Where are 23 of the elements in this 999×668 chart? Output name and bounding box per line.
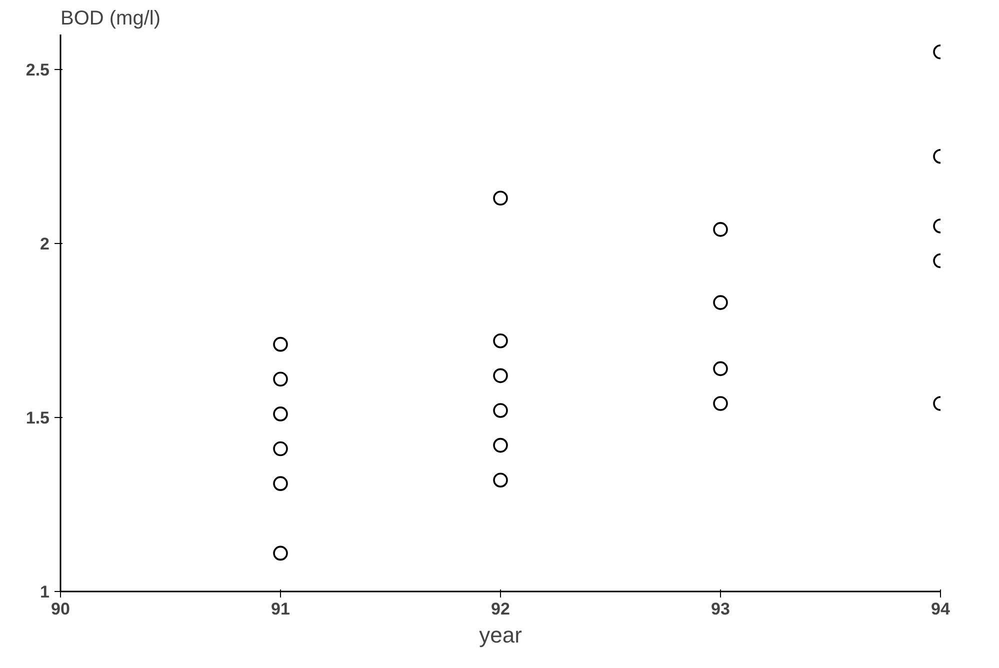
x-tick-label: 90 <box>51 600 70 618</box>
x-tick-label: 93 <box>711 600 730 618</box>
point <box>493 438 508 453</box>
x-axis-title: year <box>479 622 522 648</box>
point <box>493 368 508 384</box>
point <box>493 190 508 206</box>
x-tick-label: 92 <box>491 600 510 618</box>
point <box>493 472 508 488</box>
point <box>493 403 508 418</box>
point <box>273 336 288 352</box>
point <box>273 441 288 456</box>
y-tick-label: 2 <box>40 234 50 254</box>
y-axis-title: BOD (mg/l) <box>60 8 160 30</box>
point <box>273 372 288 387</box>
y-tick-label: 1.5 <box>26 408 50 428</box>
point <box>273 476 288 491</box>
point <box>493 333 508 348</box>
x-tick-label: 91 <box>271 600 290 618</box>
x-tick-label: 94 <box>931 600 950 618</box>
point <box>273 406 288 422</box>
y-tick-label: 1 <box>40 582 50 602</box>
y-tick-label: 2.5 <box>26 60 50 80</box>
point <box>273 546 288 561</box>
